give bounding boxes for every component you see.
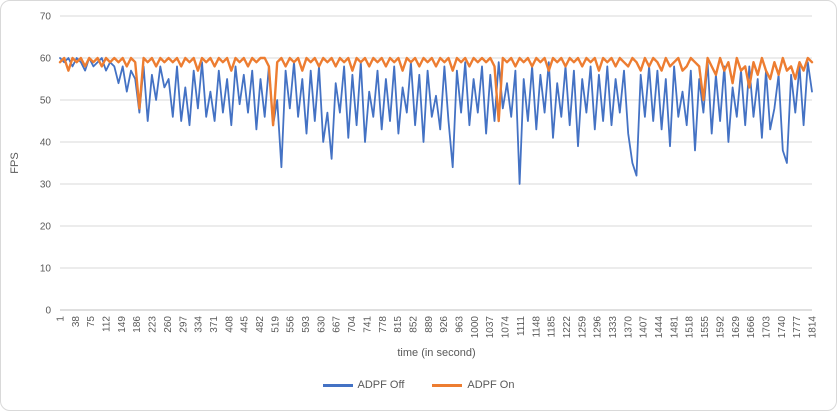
x-tick-label: 1592	[715, 316, 726, 339]
x-tick-label: 1703	[761, 316, 772, 339]
x-tick-label: 1296	[593, 316, 604, 339]
y-tick-label: 30	[40, 180, 52, 191]
y-tick-label: 70	[40, 12, 52, 23]
x-tick-label: 1481	[669, 316, 680, 339]
x-tick-label: 1259	[577, 316, 588, 339]
x-tick-label: 667	[332, 316, 343, 333]
x-tick-label: 1185	[547, 316, 558, 338]
x-tick-label: 1518	[685, 316, 696, 339]
y-tick-label: 40	[40, 138, 52, 149]
x-tick-label: 519	[270, 316, 281, 333]
y-tick-label: 20	[40, 222, 52, 233]
x-tick-label: 112	[102, 316, 113, 332]
x-tick-label: 371	[209, 316, 220, 333]
x-tick-label: 1148	[531, 316, 542, 338]
y-tick-label: 50	[40, 96, 52, 107]
x-tick-label: 1333	[608, 316, 619, 339]
x-tick-label: 408	[224, 316, 235, 333]
x-tick-label: 223	[148, 316, 159, 333]
x-tick-label: 1777	[792, 316, 803, 339]
series-line-adpf-off	[59, 57, 813, 185]
x-tick-label: 482	[255, 316, 266, 333]
legend: ADPF Off ADPF On	[1, 379, 836, 391]
legend-label-adpf-off: ADPF Off	[357, 379, 405, 391]
legend-item-adpf-on[interactable]: ADPF On	[432, 379, 514, 391]
x-tick-label: 889	[424, 316, 435, 333]
x-tick-label: 1444	[654, 316, 665, 339]
x-tick-label: 75	[86, 316, 97, 328]
x-tick-label: 1000	[470, 316, 481, 339]
y-tick-label: 60	[40, 54, 52, 65]
x-tick-label: 1037	[485, 316, 496, 339]
adpf-off-line-swatch-icon	[322, 383, 353, 387]
x-tick-label: 1370	[623, 316, 634, 339]
x-tick-label: 852	[408, 316, 419, 333]
x-tick-label: 38	[71, 316, 82, 328]
x-tick-label: 778	[378, 316, 389, 333]
x-tick-label: 815	[393, 316, 404, 333]
x-tick-label: 741	[362, 316, 373, 333]
x-tick-label: 926	[439, 316, 450, 333]
x-tick-label: 334	[194, 316, 205, 333]
adpf-on-line-swatch-icon	[432, 383, 463, 387]
x-tick-label: 704	[347, 316, 358, 333]
x-tick-label: 1407	[639, 316, 650, 339]
x-tick-label: 1666	[746, 316, 757, 339]
x-tick-label: 297	[178, 316, 189, 333]
x-tick-label: 1111	[516, 316, 527, 336]
x-tick-label: 593	[301, 316, 312, 333]
x-tick-label: 260	[163, 316, 174, 333]
x-tick-label: 556	[286, 316, 297, 333]
x-tick-label: 963	[455, 316, 466, 333]
x-axis-title: time (in second)	[397, 347, 476, 359]
x-tick-label: 1	[56, 316, 67, 322]
legend-item-adpf-off[interactable]: ADPF Off	[322, 379, 405, 391]
x-tick-label: 186	[132, 316, 143, 333]
x-tick-label: 1629	[731, 316, 742, 339]
x-tick-label: 1740	[777, 316, 788, 339]
x-tick-label: 1074	[501, 316, 512, 339]
x-tick-label: 445	[240, 316, 251, 333]
x-tick-label: 630	[316, 316, 327, 333]
series-line-adpf-on	[58, 56, 814, 127]
x-tick-label: 1814	[808, 316, 819, 339]
x-tick-label: 1555	[700, 316, 711, 339]
y-tick-label: 10	[40, 264, 52, 275]
legend-label-adpf-on: ADPF On	[467, 379, 515, 391]
x-tick-label: 1222	[562, 316, 573, 339]
y-tick-label: 0	[45, 306, 51, 317]
x-tick-label: 149	[117, 316, 128, 333]
y-axis-title: FPS	[9, 152, 21, 174]
